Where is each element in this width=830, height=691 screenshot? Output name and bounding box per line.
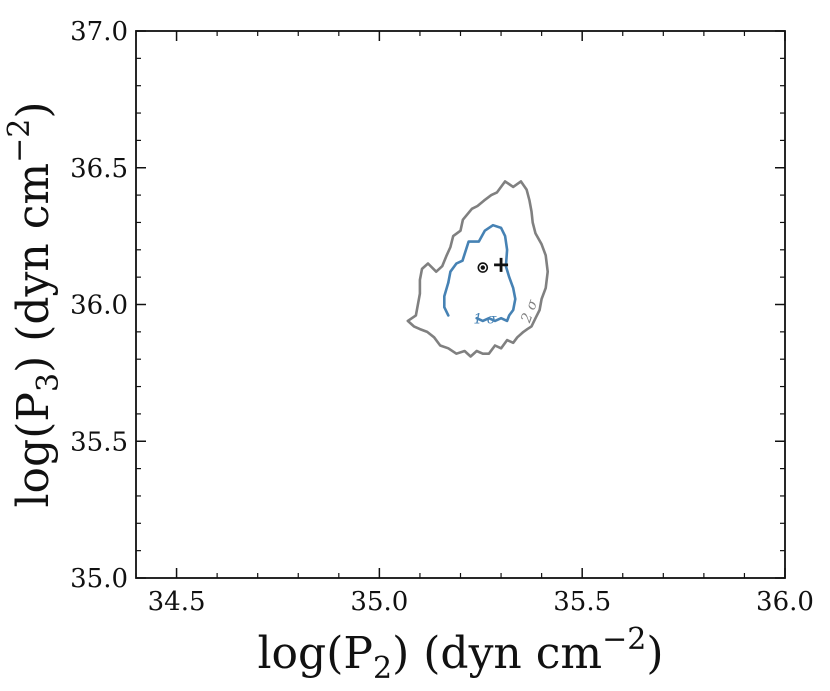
minor-ticks xyxy=(135,31,785,578)
contour-label-2-sigma: 2 σ xyxy=(518,297,541,325)
contour-1-sigma-segment-2 xyxy=(443,281,450,317)
contour-labels: 1 σ 2 σ xyxy=(473,297,541,327)
x-axis-title: log(P2) (dyn cm−2) xyxy=(257,622,663,686)
plot-frame xyxy=(135,30,786,579)
y-tick-label: 35.0 xyxy=(70,564,128,594)
y-tick-label: 36.5 xyxy=(70,154,128,184)
x-tick-label: 34.5 xyxy=(148,587,206,617)
contour-label-1-sigma: 1 σ xyxy=(473,312,496,328)
y-axis-title: log(P3) (dyn cm−2) xyxy=(2,101,66,507)
y-tick-label: 37.0 xyxy=(70,17,128,47)
marker-layer xyxy=(477,257,509,273)
best-fit-point xyxy=(494,257,509,272)
contour-1-sigma-segment-1 xyxy=(447,223,517,323)
contour-2-sigma xyxy=(406,180,549,358)
tick-labels: 34.5 35.0 35.5 36.0 35.0 35.5 36.0 36.5 37.0 xyxy=(70,17,814,617)
y-tick-label: 36.0 xyxy=(70,291,128,321)
major-ticks xyxy=(136,30,786,579)
x-tick-label: 36.0 xyxy=(756,587,814,617)
x-tick-label: 35.5 xyxy=(553,587,611,617)
x-tick-label: 35.0 xyxy=(350,587,408,617)
mean-point-dot xyxy=(480,265,486,270)
y-tick-label: 35.5 xyxy=(70,427,128,457)
mean-point xyxy=(477,262,489,273)
